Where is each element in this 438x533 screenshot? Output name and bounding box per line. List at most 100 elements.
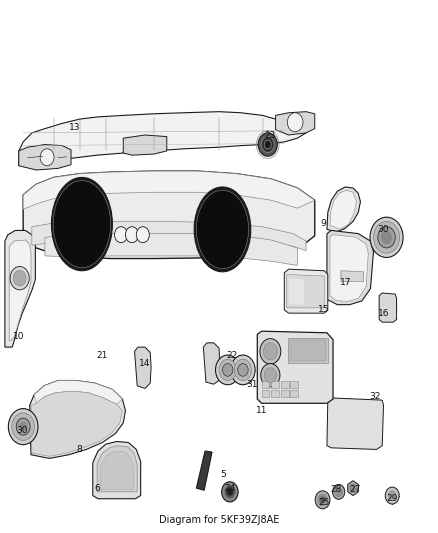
Circle shape bbox=[315, 491, 330, 509]
Circle shape bbox=[231, 355, 255, 385]
Circle shape bbox=[20, 422, 27, 431]
Circle shape bbox=[10, 266, 29, 290]
Text: 6: 6 bbox=[94, 483, 100, 492]
Circle shape bbox=[258, 133, 277, 156]
Text: 8: 8 bbox=[76, 445, 82, 454]
Text: Diagram for 5KF39ZJ8AE: Diagram for 5KF39ZJ8AE bbox=[159, 515, 279, 525]
Circle shape bbox=[370, 217, 403, 257]
Bar bbox=[281, 381, 289, 389]
Circle shape bbox=[261, 364, 280, 387]
Circle shape bbox=[224, 485, 236, 499]
Text: 28: 28 bbox=[331, 484, 342, 494]
Bar bbox=[290, 381, 298, 389]
Circle shape bbox=[115, 227, 127, 243]
Circle shape bbox=[136, 227, 149, 243]
Ellipse shape bbox=[51, 177, 113, 271]
Circle shape bbox=[263, 343, 277, 360]
Circle shape bbox=[264, 140, 271, 149]
Circle shape bbox=[318, 494, 327, 506]
Polygon shape bbox=[341, 271, 364, 281]
Text: 30: 30 bbox=[378, 225, 389, 234]
Circle shape bbox=[125, 227, 138, 243]
Circle shape bbox=[215, 355, 240, 385]
Text: 15: 15 bbox=[318, 305, 329, 314]
Text: 21: 21 bbox=[97, 351, 108, 360]
Circle shape bbox=[385, 487, 399, 504]
Ellipse shape bbox=[194, 187, 251, 272]
Text: 16: 16 bbox=[378, 309, 389, 318]
Circle shape bbox=[374, 221, 399, 253]
Polygon shape bbox=[19, 112, 306, 166]
Circle shape bbox=[223, 364, 233, 376]
Polygon shape bbox=[123, 135, 167, 155]
Polygon shape bbox=[134, 347, 151, 389]
Polygon shape bbox=[23, 171, 315, 209]
Circle shape bbox=[261, 136, 274, 152]
Polygon shape bbox=[9, 240, 31, 341]
Circle shape bbox=[222, 482, 238, 502]
Text: 30: 30 bbox=[17, 426, 28, 435]
Circle shape bbox=[320, 497, 325, 503]
Circle shape bbox=[381, 231, 392, 244]
Polygon shape bbox=[5, 230, 35, 347]
Polygon shape bbox=[327, 230, 374, 305]
Ellipse shape bbox=[53, 181, 111, 268]
Circle shape bbox=[378, 227, 395, 248]
Text: 23: 23 bbox=[265, 131, 276, 140]
Circle shape bbox=[287, 113, 303, 132]
Text: 22: 22 bbox=[226, 351, 238, 360]
Polygon shape bbox=[19, 144, 71, 170]
Polygon shape bbox=[34, 381, 122, 405]
Polygon shape bbox=[101, 451, 134, 489]
Circle shape bbox=[16, 418, 30, 435]
Circle shape bbox=[219, 359, 237, 381]
Text: 25: 25 bbox=[318, 498, 330, 507]
Bar bbox=[271, 381, 279, 389]
Text: 17: 17 bbox=[339, 278, 351, 287]
Polygon shape bbox=[203, 343, 220, 384]
Bar bbox=[288, 337, 328, 363]
Bar bbox=[261, 390, 269, 397]
Polygon shape bbox=[330, 235, 368, 302]
Circle shape bbox=[264, 368, 276, 383]
Text: 31: 31 bbox=[246, 379, 258, 389]
Circle shape bbox=[260, 338, 281, 364]
Bar bbox=[271, 390, 279, 397]
Circle shape bbox=[13, 270, 26, 286]
Polygon shape bbox=[379, 293, 396, 322]
Polygon shape bbox=[93, 441, 141, 499]
Text: 11: 11 bbox=[256, 406, 268, 415]
Bar bbox=[290, 340, 326, 361]
Polygon shape bbox=[257, 331, 333, 403]
Bar bbox=[261, 381, 269, 389]
Circle shape bbox=[40, 149, 54, 166]
Polygon shape bbox=[276, 112, 315, 135]
Circle shape bbox=[227, 488, 233, 496]
Polygon shape bbox=[32, 221, 306, 251]
Circle shape bbox=[8, 409, 38, 445]
Circle shape bbox=[335, 487, 343, 497]
Polygon shape bbox=[286, 274, 324, 308]
Polygon shape bbox=[45, 233, 297, 265]
Polygon shape bbox=[289, 278, 304, 305]
Polygon shape bbox=[196, 451, 212, 490]
Polygon shape bbox=[97, 446, 137, 492]
Circle shape bbox=[332, 484, 345, 499]
Text: 32: 32 bbox=[369, 392, 381, 401]
Circle shape bbox=[234, 359, 252, 381]
Polygon shape bbox=[327, 398, 384, 449]
Polygon shape bbox=[30, 381, 125, 458]
Text: 10: 10 bbox=[13, 332, 25, 341]
Text: 14: 14 bbox=[139, 359, 151, 367]
Circle shape bbox=[350, 484, 357, 492]
Text: 9: 9 bbox=[321, 219, 326, 228]
Text: 29: 29 bbox=[386, 494, 398, 503]
Polygon shape bbox=[284, 269, 328, 313]
Ellipse shape bbox=[196, 190, 249, 269]
Polygon shape bbox=[327, 187, 360, 232]
Circle shape bbox=[238, 364, 248, 376]
Polygon shape bbox=[31, 391, 122, 456]
Bar bbox=[281, 390, 289, 397]
Circle shape bbox=[12, 413, 35, 440]
Bar bbox=[290, 390, 298, 397]
